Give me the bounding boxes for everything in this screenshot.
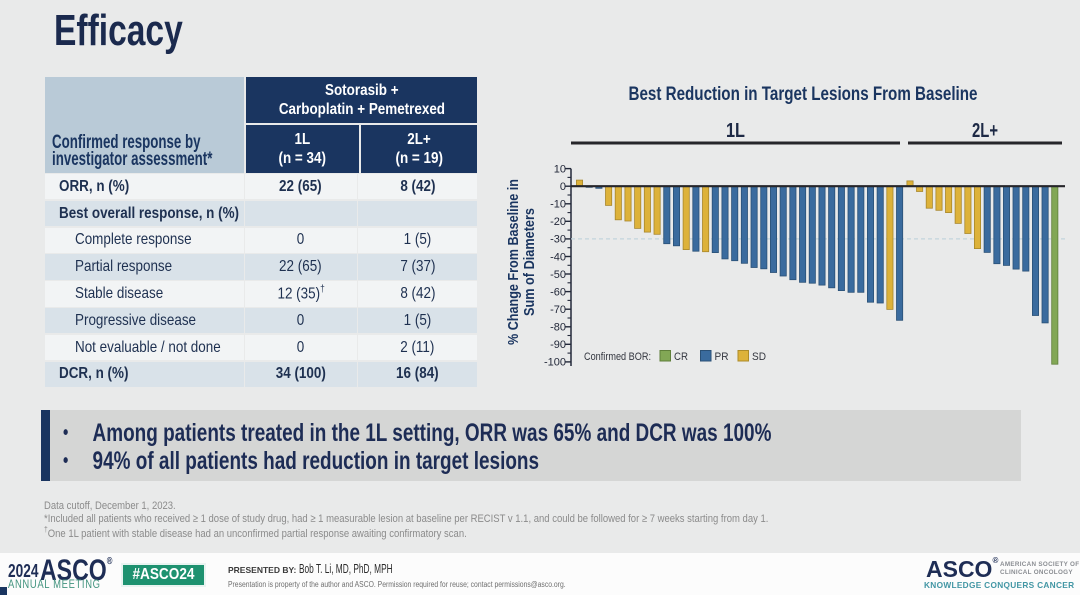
svg-text:-80: -80 xyxy=(550,322,566,334)
svg-text:Best Reduction in Target Lesio: Best Reduction in Target Lesions From Ba… xyxy=(629,84,978,105)
svg-text:-30: -30 xyxy=(550,234,566,246)
svg-text:0: 0 xyxy=(560,181,566,193)
svg-text:-90: -90 xyxy=(550,339,566,351)
svg-text:-10: -10 xyxy=(550,199,566,211)
svg-text:2L+: 2L+ xyxy=(972,120,998,142)
svg-text:10: 10 xyxy=(554,163,566,175)
svg-text:% Change From Baseline in: % Change From Baseline in xyxy=(505,179,522,345)
svg-text:-20: -20 xyxy=(550,216,566,228)
svg-text:-50: -50 xyxy=(550,269,566,281)
svg-text:-100: -100 xyxy=(544,357,566,369)
svg-text:-40: -40 xyxy=(550,251,566,263)
svg-text:SD: SD xyxy=(752,351,766,363)
svg-text:Sum of Diameters: Sum of Diameters xyxy=(521,208,538,316)
svg-text:-70: -70 xyxy=(550,304,566,316)
svg-text:PR: PR xyxy=(715,351,729,363)
svg-text:Confirmed BOR:: Confirmed BOR: xyxy=(584,351,651,363)
svg-text:-60: -60 xyxy=(550,286,566,298)
svg-text:1L: 1L xyxy=(726,120,745,142)
svg-text:CR: CR xyxy=(674,351,688,363)
